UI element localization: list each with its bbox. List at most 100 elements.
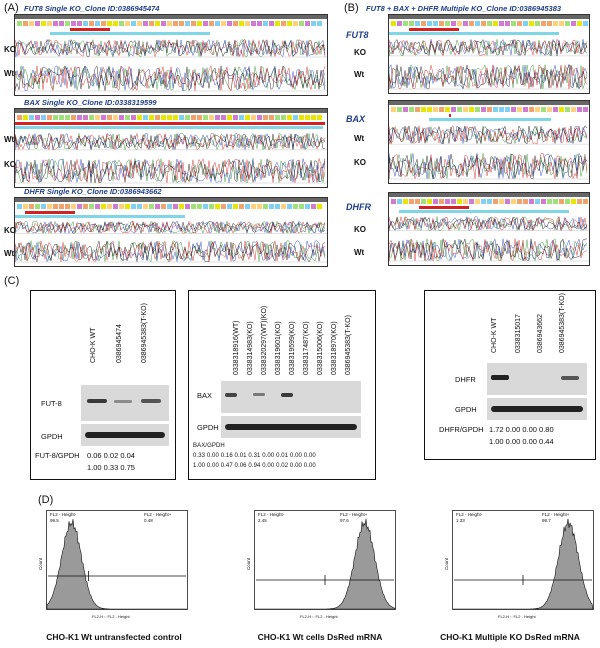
lane-label: 0386945383(T-KO) xyxy=(141,303,148,363)
chromatogram-b2 xyxy=(388,101,589,180)
band xyxy=(225,393,237,397)
track-label-b1-1: KO xyxy=(354,48,366,57)
track-label-b3-1: KO xyxy=(354,225,366,234)
band xyxy=(253,393,265,396)
band xyxy=(491,375,509,380)
panel-d-label: (D) xyxy=(38,494,54,506)
track-label-a2-2: KO xyxy=(4,160,16,169)
lane-label: 0338314983(KO) xyxy=(247,321,254,375)
y-axis-label: Count xyxy=(246,557,251,570)
histogram-plot xyxy=(46,510,188,610)
panel-a-label: (A) xyxy=(4,2,19,14)
x-axis-label: FL2-H :: FL2 - Height xyxy=(300,614,338,619)
flow-caption-2: CHO-K1 Wt cells DsRed mRNA xyxy=(257,632,383,642)
chromatogram-b1 xyxy=(388,15,589,90)
gate-left-label: FL2 - Height- xyxy=(456,512,483,517)
y-axis-label: Count xyxy=(38,557,43,570)
gate-left-label: FL2 - Height- xyxy=(50,512,77,517)
track-label-b2-2: KO xyxy=(354,158,366,167)
gate-right-label: FL2 - Height+ xyxy=(542,512,570,517)
histogram-plot xyxy=(452,510,594,610)
ratio-row2: 1.00 0.33 0.75 xyxy=(87,463,135,472)
ratio-row1: 0.06 0.02 0.04 xyxy=(87,451,135,460)
blot-target-label: FUT-8 xyxy=(41,399,62,408)
ratio-row1: 1.72 0.00 0.00 0.80 xyxy=(489,425,554,434)
panel-a-title-bax: BAX Single KO_Clone ID:0338319599 xyxy=(24,98,157,107)
lane-label: 0338319601(KO) xyxy=(275,321,282,375)
track-label-b1-2: Wt xyxy=(354,70,365,79)
track-label-a1-2: Wt xyxy=(4,69,15,78)
seq-block-b2 xyxy=(388,100,590,184)
panel-a-title-dhfr: DHFR Single KO_Clone ID:0386943662 xyxy=(24,187,162,196)
blot-loading-label: GPDH xyxy=(455,405,477,414)
panel-c-label: (C) xyxy=(4,275,20,287)
y-axis-label: Count xyxy=(444,557,449,570)
lane-label: 0386943662 xyxy=(537,314,544,353)
histogram-plot xyxy=(254,510,396,610)
band xyxy=(561,376,579,380)
seq-block-a2 xyxy=(14,108,328,188)
blot-target-strip xyxy=(221,381,361,413)
gene-label-dhfr: DHFR xyxy=(346,202,371,212)
flow-caption-1: CHO-K1 Wt untransfected control xyxy=(46,632,182,642)
gene-label-fut8: FUT8 xyxy=(346,30,369,40)
lane-label: 0386945383(T-KO) xyxy=(559,293,566,353)
seq-block-a3 xyxy=(14,197,328,267)
chromatogram-b3 xyxy=(388,193,589,262)
western-blot-bax: 0338318916(WT) 0338314983(KO) 0338320297… xyxy=(188,290,376,480)
lane-label: 0386945383(T-KO) xyxy=(345,315,352,375)
ratio-label: DHFR/GPDH xyxy=(439,425,484,434)
lane-label: 0338317487(KO) xyxy=(303,321,310,375)
flow-histogram-2: Count FL2 - Height- 2.45 FL2 - Height+ 9… xyxy=(246,510,396,620)
seq-block-b1 xyxy=(388,14,590,94)
track-label-a1-1: KO xyxy=(4,45,16,54)
gene-label-bax: BAX xyxy=(346,114,366,124)
lane-label: 0338315006(KO) xyxy=(317,321,324,375)
blot-loading-label: GPDH xyxy=(197,423,219,432)
blot-target-strip xyxy=(487,363,587,395)
lane-label: 0338315017 xyxy=(515,314,522,353)
track-label-a2-1: Wt xyxy=(4,135,15,144)
ratio-row2: 1.00 0.00 0.00 0.44 xyxy=(489,437,554,446)
lane-label: 0386945474 xyxy=(116,324,123,363)
flow-caption-3: CHO-K1 Multiple KO DsRed mRNA xyxy=(440,632,580,642)
gate-left-value: 99.5 xyxy=(50,518,59,523)
gate-right-label: FL2 - Height+ xyxy=(144,512,172,517)
band xyxy=(141,399,161,403)
seq-block-b3 xyxy=(388,192,590,266)
panel-b-label: (B) xyxy=(344,2,359,14)
chromatogram-a1 xyxy=(14,15,327,92)
lane-label: 0338318970(KO) xyxy=(331,321,338,375)
ratio-label: FUT-8/GPDH xyxy=(35,451,80,460)
band xyxy=(85,432,165,438)
ratio-label: BAX/GPDH xyxy=(193,443,225,449)
lane-label: CHO-K WT xyxy=(491,317,498,353)
band xyxy=(87,399,107,403)
x-axis-label: FL2-H :: FL2 - Height xyxy=(498,614,536,619)
gate-right-value: 98.7 xyxy=(542,518,551,523)
ratio-row2: 1.00 0.00 0.47 0.06 0.94 0.00 0.02 0.00 … xyxy=(193,463,316,469)
band xyxy=(225,424,357,430)
lane-label: 0338318916(WT) xyxy=(233,320,240,375)
chromatogram-a3 xyxy=(14,198,327,263)
blot-loading-strip xyxy=(81,424,169,446)
gate-left-value: 1.33 xyxy=(456,518,465,523)
track-label-a3-1: KO xyxy=(4,226,16,235)
flow-histogram-3: Count FL2 - Height- 1.33 FL2 - Height+ 9… xyxy=(444,510,594,620)
panel-b-title: FUT8 + BAX + DHFR Multiple KO_Clone ID:0… xyxy=(366,4,562,13)
track-label-a3-2: Wt xyxy=(4,249,15,258)
gate-right-value: 0.48 xyxy=(144,518,153,523)
chromatogram-a2 xyxy=(14,109,327,184)
gate-right-label: FL2 - Height+ xyxy=(340,512,368,517)
blot-loading-strip xyxy=(487,398,587,420)
lane-label: 0338319599(KO) xyxy=(289,321,296,375)
blot-loading-label: GPDH xyxy=(41,432,63,441)
gate-right-value: 97.6 xyxy=(340,518,349,523)
gate-left-value: 2.45 xyxy=(258,518,267,523)
track-label-b3-2: Wt xyxy=(354,248,365,257)
ratio-row1: 0.33 0.00 0.16 0.01 0.31 0.00 0.01 0.00 … xyxy=(193,453,316,459)
western-blot-dhfr: CHO-K WT 0338315017 0386943662 038694538… xyxy=(424,290,596,460)
gate-left-label: FL2 - Height- xyxy=(258,512,285,517)
blot-target-strip xyxy=(81,385,169,421)
track-label-b2-1: Wt xyxy=(354,134,365,143)
